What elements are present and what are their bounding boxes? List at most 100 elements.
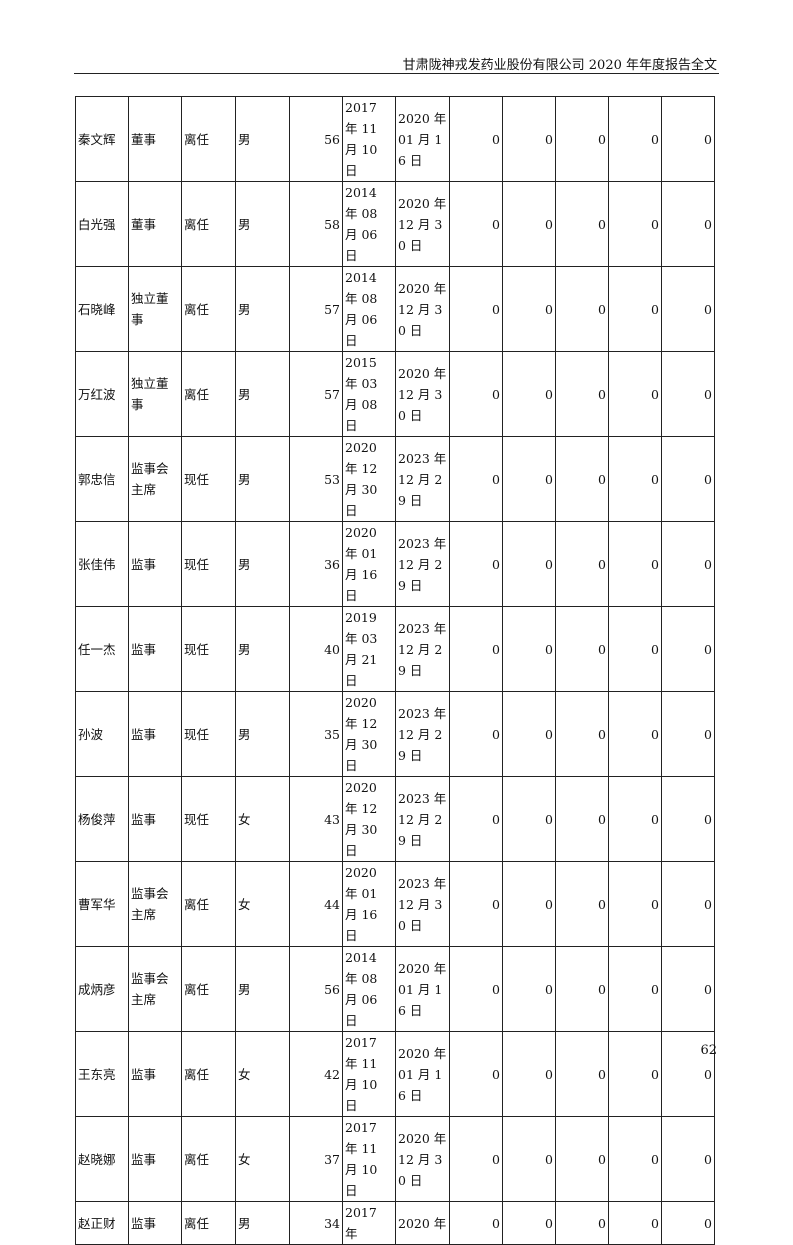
cell-gender: 男 xyxy=(235,436,290,522)
cell-term-end: 2020 年 12 月 30 日 xyxy=(395,1116,450,1202)
cell-status: 现任 xyxy=(181,436,236,522)
cell-shares-end: 0 xyxy=(661,521,715,607)
table-row: 成炳彦 监事会主席 离任男 56 2014 年 08 月 06 日 2020 年 01 月… xyxy=(75,946,715,1032)
cell-gender: 男 xyxy=(235,606,290,692)
cell-shares-begin: 0 xyxy=(449,776,503,862)
cell-position: 监事 xyxy=(128,1116,182,1202)
cell-position: 监事会主席 xyxy=(128,946,182,1032)
cell-name: 杨俊萍 xyxy=(75,776,129,862)
cell-age: 36 xyxy=(289,521,343,607)
cell-term-start: 2017 年 11 月 10 日 xyxy=(342,1116,396,1202)
cell-status: 现任 xyxy=(181,606,236,692)
cell-term-end: 2020 年 12 月 30 日 xyxy=(395,351,450,437)
cell-name: 曹军华 xyxy=(75,861,129,947)
cell-status: 离任 xyxy=(181,861,236,947)
cell-position: 董事 xyxy=(128,181,182,267)
cell-age: 56 xyxy=(289,946,343,1032)
cell-shares-begin: 0 xyxy=(449,946,503,1032)
cell-position: 监事 xyxy=(128,691,182,777)
cell-shares-increase: 0 xyxy=(502,1116,556,1202)
cell-shares-increase: 0 xyxy=(502,96,556,182)
cell-name: 孙波 xyxy=(75,691,129,777)
cell-shares-begin: 0 xyxy=(449,606,503,692)
table-row: 孙波 监事 现任男 35 2020 年 12 月 30 日 2023 年 12 月 29 … xyxy=(75,691,715,777)
cell-term-start: 2014 年 08 月 06 日 xyxy=(342,266,396,352)
cell-shares-increase: 0 xyxy=(502,776,556,862)
cell-other-change: 0 xyxy=(608,946,662,1032)
cell-position: 监事 xyxy=(128,776,182,862)
cell-shares-begin: 0 xyxy=(449,521,503,607)
cell-name: 万红波 xyxy=(75,351,129,437)
table-row: 秦文辉 董事 离任男 56 2017 年 11 月 10 日 2020 年 01 月 16… xyxy=(75,96,715,182)
cell-term-start: 2020 年 12 月 30 日 xyxy=(342,691,396,777)
cell-status: 现任 xyxy=(181,521,236,607)
cell-age: 35 xyxy=(289,691,343,777)
cell-shares-decrease: 0 xyxy=(555,96,609,182)
cell-gender: 男 xyxy=(235,691,290,777)
cell-shares-end: 0 xyxy=(661,1201,715,1245)
cell-age: 34 xyxy=(289,1201,343,1245)
cell-term-start: 2020 年 12 月 30 日 xyxy=(342,436,396,522)
cell-gender: 男 xyxy=(235,351,290,437)
table-row: 张佳伟 监事 现任男 36 2020 年 01 月 16 日 2023 年 12 月 29… xyxy=(75,521,715,607)
cell-term-end: 2020 年 12 月 30 日 xyxy=(395,266,450,352)
cell-term-end: 2023 年 12 月 30 日 xyxy=(395,861,450,947)
table-row: 曹军华 监事会主席 离任女 44 2020 年 01 月 16 日 2023 年 12 月… xyxy=(75,861,715,947)
cell-shares-increase: 0 xyxy=(502,436,556,522)
cell-term-start: 2019 年 03 月 21 日 xyxy=(342,606,396,692)
table-row: 万红波 独立董事 离任男 57 2015 年 03 月 08 日 2020 年 12 月 … xyxy=(75,351,715,437)
cell-shares-end: 0 xyxy=(661,776,715,862)
cell-shares-decrease: 0 xyxy=(555,776,609,862)
cell-position: 独立董事 xyxy=(128,351,182,437)
cell-term-end: 2023 年 12 月 29 日 xyxy=(395,521,450,607)
cell-status: 离任 xyxy=(181,1116,236,1202)
cell-age: 42 xyxy=(289,1031,343,1117)
cell-shares-decrease: 0 xyxy=(555,266,609,352)
cell-other-change: 0 xyxy=(608,96,662,182)
cell-name: 成炳彦 xyxy=(75,946,129,1032)
cell-shares-end: 0 xyxy=(661,946,715,1032)
cell-term-start: 2017 年 xyxy=(342,1201,396,1245)
cell-shares-end: 0 xyxy=(661,266,715,352)
cell-position: 监事 xyxy=(128,606,182,692)
cell-name: 石晓峰 xyxy=(75,266,129,352)
cell-status: 离任 xyxy=(181,1201,236,1245)
cell-gender: 男 xyxy=(235,521,290,607)
cell-age: 56 xyxy=(289,96,343,182)
cell-position: 监事 xyxy=(128,1031,182,1117)
cell-shares-end: 0 xyxy=(661,96,715,182)
cell-age: 44 xyxy=(289,861,343,947)
cell-term-start: 2020 年 12 月 30 日 xyxy=(342,776,396,862)
cell-position: 监事会主席 xyxy=(128,861,182,947)
personnel-table: 秦文辉 董事 离任男 56 2017 年 11 月 10 日 2020 年 01 月 16… xyxy=(75,96,715,1245)
cell-term-start: 2014 年 08 月 06 日 xyxy=(342,946,396,1032)
cell-name: 秦文辉 xyxy=(75,96,129,182)
table-row: 郭忠信 监事会主席 现任男 53 2020 年 12 月 30 日 2023 年 12 月… xyxy=(75,436,715,522)
cell-shares-begin: 0 xyxy=(449,1201,503,1245)
cell-shares-increase: 0 xyxy=(502,351,556,437)
cell-shares-decrease: 0 xyxy=(555,521,609,607)
cell-shares-begin: 0 xyxy=(449,1116,503,1202)
cell-shares-end: 0 xyxy=(661,1116,715,1202)
table-row: 王东亮 监事 离任女 42 2017 年 11 月 10 日 2020 年 01 月 16… xyxy=(75,1031,715,1117)
cell-shares-end: 0 xyxy=(661,351,715,437)
cell-gender: 男 xyxy=(235,181,290,267)
cell-shares-decrease: 0 xyxy=(555,351,609,437)
cell-age: 43 xyxy=(289,776,343,862)
header-rule xyxy=(74,73,719,74)
cell-other-change: 0 xyxy=(608,436,662,522)
cell-age: 40 xyxy=(289,606,343,692)
cell-term-end: 2020 年 xyxy=(395,1201,450,1245)
cell-term-start: 2017 年 11 月 10 日 xyxy=(342,96,396,182)
page-number: 62 xyxy=(700,1043,717,1058)
cell-age: 37 xyxy=(289,1116,343,1202)
cell-status: 离任 xyxy=(181,1031,236,1117)
cell-gender: 男 xyxy=(235,1201,290,1245)
cell-shares-end: 0 xyxy=(661,1031,715,1117)
cell-term-end: 2023 年 12 月 29 日 xyxy=(395,776,450,862)
cell-shares-begin: 0 xyxy=(449,96,503,182)
cell-gender: 女 xyxy=(235,776,290,862)
cell-term-end: 2020 年 01 月 16 日 xyxy=(395,1031,450,1117)
table-row: 白光强 董事 离任男 58 2014 年 08 月 06 日 2020 年 12 月 30… xyxy=(75,181,715,267)
